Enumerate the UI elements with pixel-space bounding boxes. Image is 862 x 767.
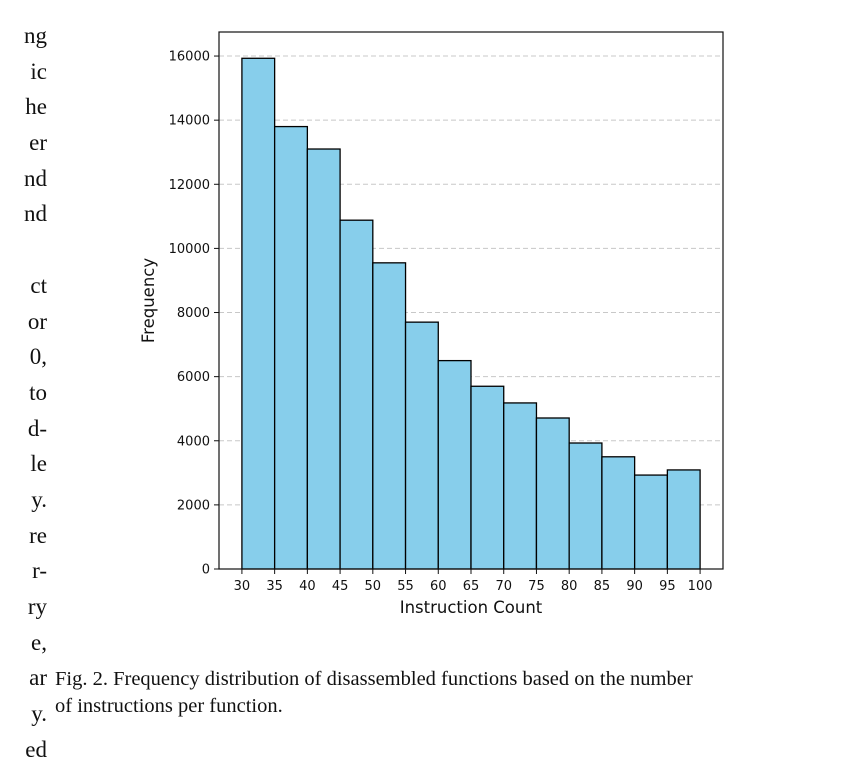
x-tick-label: 50 (365, 579, 382, 594)
x-tick-label: 70 (495, 579, 512, 594)
left-text-line: ry (27, 594, 47, 619)
histogram-bar (241, 57, 276, 570)
y-tick-label: 8000 (177, 306, 210, 321)
left-text-line: re (29, 522, 47, 548)
left-text-line: nd (24, 165, 47, 191)
left-text-line: ct (30, 272, 47, 298)
y-tick-label: 16000 (169, 50, 210, 65)
axes-frame (218, 31, 724, 570)
caption-line-2: of instructions per function. (55, 695, 283, 717)
y-tick-label: 4000 (177, 434, 210, 449)
x-tick-label: 95 (659, 579, 676, 594)
left-column-text: ng ic he er nd nd ct or 0, to d-le y. re r-ry e, ar y. ed (0, 18, 47, 767)
histogram-bar (404, 321, 439, 570)
histogram-bar (503, 402, 538, 570)
x-tick-label: 90 (626, 579, 643, 594)
left-text-line: ar (29, 665, 47, 691)
y-tick-label: 14000 (169, 114, 210, 129)
x-tick-label: 100 (688, 579, 713, 594)
left-text-line: nd (24, 201, 47, 227)
histogram-bar (666, 469, 701, 570)
histogram-bar (372, 262, 407, 570)
x-tick-label: 80 (561, 579, 578, 594)
x-tick-label: 85 (594, 579, 611, 594)
histogram-bar (339, 219, 374, 570)
left-text-line: er (29, 130, 47, 156)
x-tick-label: 45 (332, 579, 349, 594)
left-text-line: to (29, 379, 47, 405)
y-tick-label: 0 (202, 563, 210, 578)
histogram-bar (535, 417, 570, 570)
histogram-bar (306, 148, 341, 570)
left-text-line: d- (27, 415, 47, 441)
y-tick-label: 12000 (169, 178, 210, 193)
x-tick-label: 55 (397, 579, 414, 594)
y-tick-label: 10000 (169, 242, 210, 257)
left-text-line: r- (32, 558, 47, 584)
histogram-bar (601, 456, 636, 570)
x-axis-label: Instruction Count (400, 598, 543, 617)
left-text-line: ng (24, 23, 47, 48)
x-tick-label: 35 (266, 579, 283, 594)
x-tick-label: 60 (430, 579, 447, 594)
left-text-line: ic (30, 58, 47, 84)
left-text-line: or (27, 308, 47, 334)
left-text-line: le (30, 451, 47, 477)
histogram-bar (633, 474, 669, 570)
left-text-line: y. (31, 701, 47, 727)
histogram-chart: 0 2000 4000 6000 8000 10000 12000 14000 16000 30 3… (139, 31, 724, 617)
left-text-line: ed (25, 736, 47, 762)
x-tick-label: 75 (528, 579, 545, 594)
x-tick-label: 40 (299, 579, 316, 594)
left-text-line: y. (31, 486, 47, 512)
left-text-line: he (25, 94, 47, 120)
y-axis-label: Frequency (139, 258, 158, 343)
histogram-bar (470, 385, 505, 570)
left-text-line: e, (31, 629, 47, 655)
figure-caption: Fig. 2. Frequency distribution of disass… (55, 666, 845, 720)
x-tick-label: 65 (463, 579, 480, 594)
y-tick-label: 2000 (177, 498, 210, 513)
caption-line-1: Fig. 2. Frequency distribution of disass… (55, 668, 693, 690)
histogram-bar (273, 125, 309, 570)
histogram-bar (437, 359, 472, 570)
histogram-bar (568, 442, 603, 570)
x-tick-label: 30 (234, 579, 251, 594)
y-tick-label: 6000 (177, 370, 210, 385)
left-text-line: 0, (29, 344, 47, 370)
